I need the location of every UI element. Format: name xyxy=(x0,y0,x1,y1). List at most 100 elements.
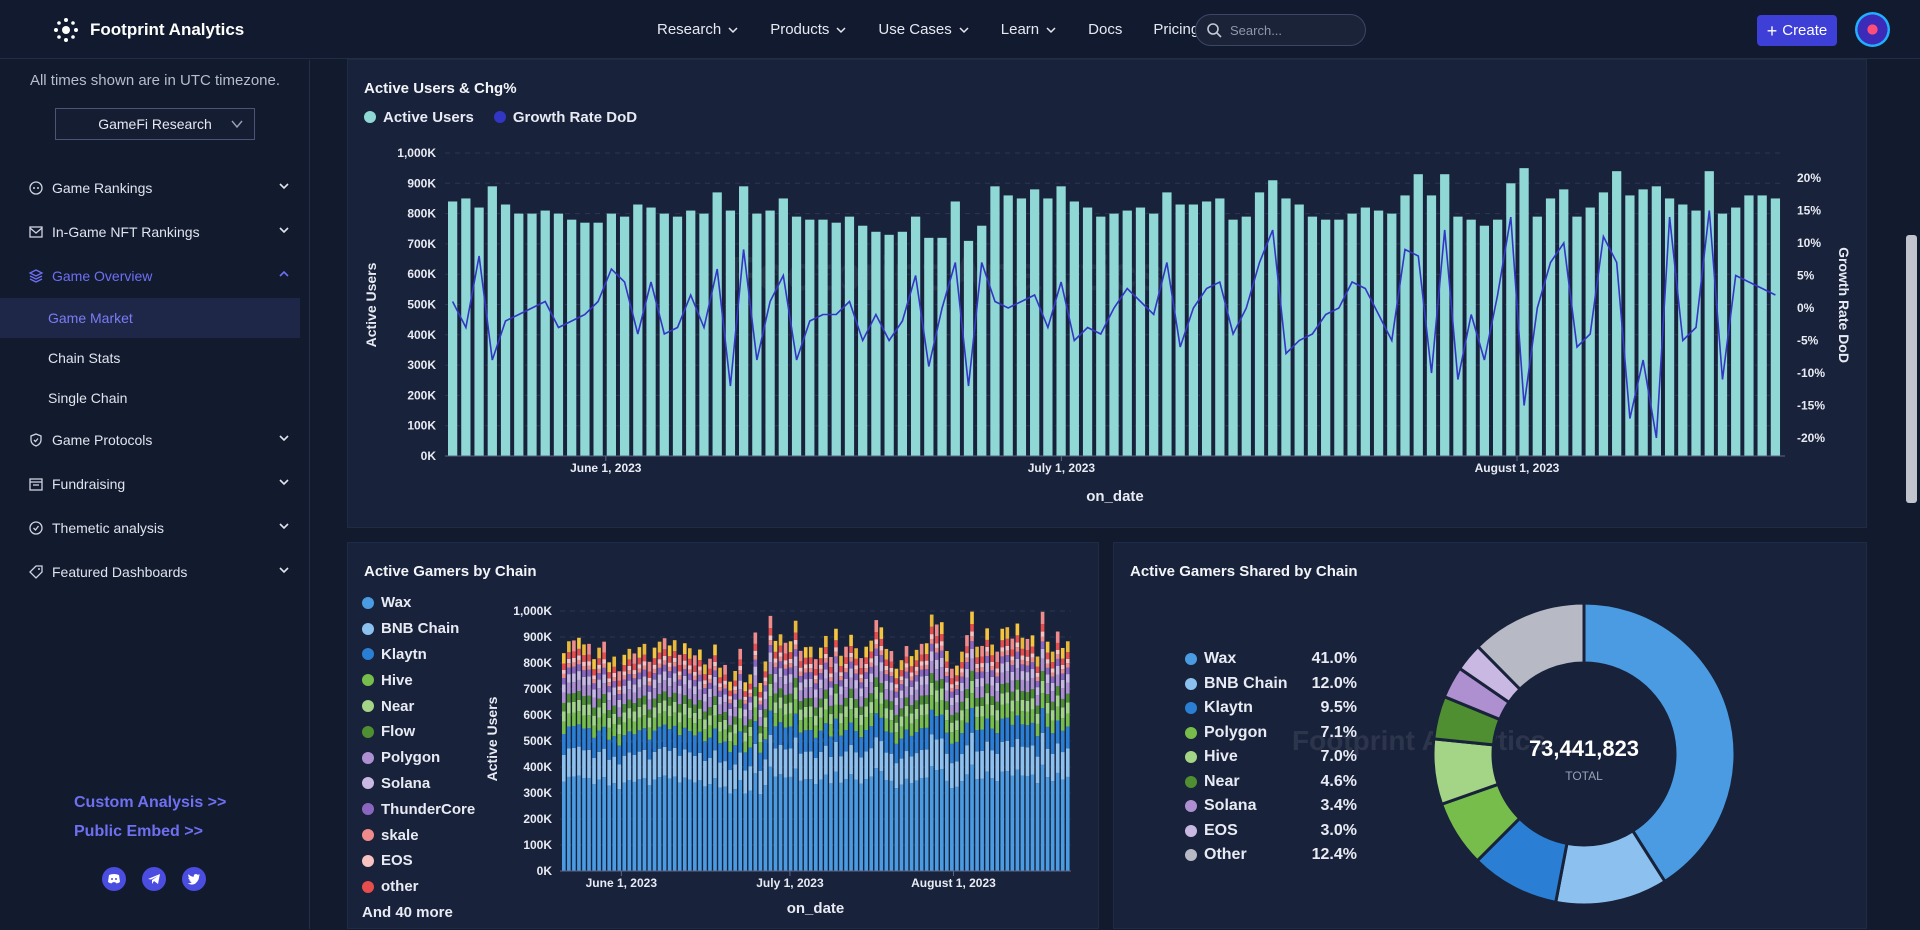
stacked-bar-segment[interactable] xyxy=(1040,708,1045,733)
stacked-bar-segment[interactable] xyxy=(753,650,758,656)
sidebar-subitem-chain-stats[interactable]: Chain Stats xyxy=(48,350,121,366)
stacked-bar-segment[interactable] xyxy=(788,663,793,668)
stacked-bar-segment[interactable] xyxy=(693,675,697,680)
stacked-bar-segment[interactable] xyxy=(682,777,687,871)
stacked-bar-segment[interactable] xyxy=(889,720,894,733)
stacked-bar-segment[interactable] xyxy=(1060,688,1065,699)
stacked-bar-segment[interactable] xyxy=(1000,684,1005,694)
stacked-bar-segment[interactable] xyxy=(884,780,889,871)
stacked-bar-segment[interactable] xyxy=(768,652,773,663)
stacked-bar-segment[interactable] xyxy=(783,675,788,685)
stacked-bar-segment[interactable] xyxy=(743,725,748,733)
stacked-bar-segment[interactable] xyxy=(919,654,924,662)
stacked-bar-segment[interactable] xyxy=(763,709,768,718)
active-users-bar[interactable] xyxy=(606,213,616,456)
telegram-icon[interactable] xyxy=(142,867,166,891)
more-legend-link[interactable]: And 40 more xyxy=(362,903,453,921)
active-users-bar[interactable] xyxy=(1744,195,1754,457)
stacked-bar-segment[interactable] xyxy=(662,711,667,725)
stacked-bar-segment[interactable] xyxy=(1020,655,1025,660)
stacked-bar-segment[interactable] xyxy=(849,661,853,669)
stacked-bar-segment[interactable] xyxy=(748,689,753,694)
stacked-bar-segment[interactable] xyxy=(657,667,662,675)
legend-item[interactable]: Hive 7.0% xyxy=(1185,745,1357,770)
stacked-bar-segment[interactable] xyxy=(955,761,959,787)
stacked-bar-segment[interactable] xyxy=(677,685,682,694)
stacked-bar-segment[interactable] xyxy=(914,708,919,720)
stacked-bar-segment[interactable] xyxy=(1040,671,1045,681)
stacked-bar-segment[interactable] xyxy=(567,748,571,777)
stacked-bar-segment[interactable] xyxy=(773,776,778,871)
stacked-bar-segment[interactable] xyxy=(788,776,793,871)
stacked-bar-segment[interactable] xyxy=(723,786,727,871)
discord-icon[interactable] xyxy=(102,867,126,891)
stacked-bar-segment[interactable] xyxy=(758,717,763,726)
stacked-bar-segment[interactable] xyxy=(733,686,737,691)
stacked-bar-segment[interactable] xyxy=(763,759,768,786)
stacked-bar-segment[interactable] xyxy=(748,719,753,727)
stacked-bar-segment[interactable] xyxy=(632,711,637,722)
sidebar-item-fundraising[interactable]: Fundraising xyxy=(0,462,310,506)
stacked-bar-segment[interactable] xyxy=(743,696,748,701)
stacked-bar-segment[interactable] xyxy=(995,720,1000,734)
stacked-bar-segment[interactable] xyxy=(577,679,581,692)
stacked-bar-segment[interactable] xyxy=(778,708,783,723)
logo[interactable]: Footprint Analytics xyxy=(50,16,244,44)
stacked-bar-segment[interactable] xyxy=(1060,730,1065,753)
stacked-bar-segment[interactable] xyxy=(587,669,591,677)
stacked-bar-segment[interactable] xyxy=(1005,771,1010,871)
stacked-bar-segment[interactable] xyxy=(703,729,707,742)
stacked-bar-segment[interactable] xyxy=(834,741,838,772)
stacked-bar-segment[interactable] xyxy=(572,682,576,694)
stacked-bar-segment[interactable] xyxy=(960,754,964,782)
stacked-bar-segment[interactable] xyxy=(914,732,919,754)
stacked-bar-segment[interactable] xyxy=(1035,687,1040,696)
stacked-bar-segment[interactable] xyxy=(834,693,838,705)
stacked-bar-segment[interactable] xyxy=(687,658,692,666)
stacked-bar-segment[interactable] xyxy=(879,703,884,718)
stacked-bar-segment[interactable] xyxy=(728,690,732,697)
active-users-bar[interactable] xyxy=(739,186,749,456)
stacked-bar-segment[interactable] xyxy=(682,664,687,670)
stacked-bar-segment[interactable] xyxy=(713,670,717,677)
stacked-bar-segment[interactable] xyxy=(1030,722,1035,746)
stacked-bar-segment[interactable] xyxy=(713,750,717,779)
stacked-bar-segment[interactable] xyxy=(819,658,823,665)
stacked-bar-segment[interactable] xyxy=(1050,676,1055,683)
stacked-bar-segment[interactable] xyxy=(1035,723,1040,737)
stacked-bar-segment[interactable] xyxy=(627,689,632,700)
stacked-bar-segment[interactable] xyxy=(667,656,672,663)
stacked-bar-segment[interactable] xyxy=(1000,771,1005,871)
active-users-bar[interactable] xyxy=(1082,207,1093,456)
stacked-bar-segment[interactable] xyxy=(783,684,788,695)
stacked-bar-segment[interactable] xyxy=(1050,710,1055,721)
stacked-bar-segment[interactable] xyxy=(592,683,596,690)
stacked-bar-segment[interactable] xyxy=(844,729,848,752)
active-users-bar[interactable] xyxy=(791,216,802,456)
legend-item[interactable]: Wax xyxy=(362,590,475,616)
active-users-bar[interactable] xyxy=(1572,216,1582,456)
stacked-bar-segment[interactable] xyxy=(975,678,979,688)
pie-slice[interactable] xyxy=(1475,601,1586,692)
stacked-bar-segment[interactable] xyxy=(693,679,697,687)
stacked-bar-segment[interactable] xyxy=(980,686,984,698)
stacked-bar-segment[interactable] xyxy=(748,702,753,711)
active-users-bar[interactable] xyxy=(831,222,841,456)
stacked-bar-segment[interactable] xyxy=(773,748,778,777)
stacked-bar-segment[interactable] xyxy=(728,724,732,733)
stacked-bar-segment[interactable] xyxy=(662,671,667,681)
legend-item[interactable]: BNB Chain 12.0% xyxy=(1185,672,1357,697)
stacked-bar-segment[interactable] xyxy=(582,655,586,662)
stacked-bar-segment[interactable] xyxy=(587,728,591,750)
stacked-bar-segment[interactable] xyxy=(672,651,677,658)
stacked-bar-segment[interactable] xyxy=(652,779,657,871)
stacked-bar-segment[interactable] xyxy=(622,654,627,666)
stacked-bar-segment[interactable] xyxy=(844,657,848,664)
stacked-bar-segment[interactable] xyxy=(778,661,783,669)
stacked-bar-segment[interactable] xyxy=(708,707,712,716)
stacked-bar-segment[interactable] xyxy=(985,683,989,694)
stacked-bar-segment[interactable] xyxy=(819,664,823,669)
stacked-bar-segment[interactable] xyxy=(562,781,566,871)
stacked-bar-segment[interactable] xyxy=(788,693,793,703)
stacked-bar-segment[interactable] xyxy=(667,750,672,779)
